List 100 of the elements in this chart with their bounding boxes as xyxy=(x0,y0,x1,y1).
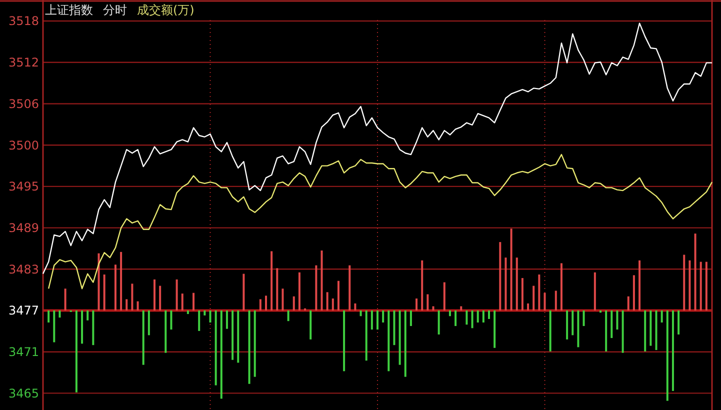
bar xyxy=(259,299,262,310)
bar xyxy=(348,265,351,310)
bar xyxy=(410,310,412,326)
bar xyxy=(516,258,518,310)
bar xyxy=(432,306,434,310)
bar xyxy=(476,310,479,322)
bar xyxy=(315,265,318,310)
bar xyxy=(527,303,530,310)
bar xyxy=(237,310,240,363)
y-tick-label: 3471 xyxy=(8,345,39,360)
bar xyxy=(594,272,596,310)
bar xyxy=(655,310,658,350)
bar xyxy=(136,301,139,310)
bar xyxy=(176,279,178,310)
bar xyxy=(270,251,273,310)
bar xyxy=(220,310,222,399)
bar xyxy=(504,258,507,310)
bar xyxy=(365,310,368,361)
bar xyxy=(382,310,384,322)
line-series xyxy=(48,154,713,290)
bar xyxy=(577,310,580,348)
bar xyxy=(560,263,562,310)
bar xyxy=(544,292,546,310)
bar xyxy=(48,310,50,322)
bar xyxy=(454,310,457,326)
y-tick-label: 3518 xyxy=(8,14,39,28)
bar xyxy=(605,310,608,352)
bar xyxy=(186,310,189,314)
bar xyxy=(538,274,540,310)
bar xyxy=(103,274,106,310)
y-tick-label: 3477 xyxy=(8,304,39,318)
bar xyxy=(98,253,100,310)
bar xyxy=(226,310,228,329)
bar xyxy=(482,310,484,322)
bar xyxy=(582,310,585,326)
bar xyxy=(354,303,356,310)
bar xyxy=(265,296,267,310)
line-series xyxy=(42,22,713,274)
bar xyxy=(332,298,334,310)
bar xyxy=(310,310,312,340)
bar xyxy=(549,310,552,352)
bar xyxy=(287,310,290,322)
bar xyxy=(678,310,680,334)
bar xyxy=(75,310,78,392)
bar xyxy=(154,279,156,310)
bar xyxy=(650,310,652,346)
bar xyxy=(320,250,323,310)
bar xyxy=(131,284,134,310)
bar xyxy=(610,310,613,338)
bar xyxy=(242,274,245,310)
bar xyxy=(627,296,630,310)
bar xyxy=(448,310,451,316)
bar xyxy=(170,310,172,330)
bar xyxy=(622,310,624,353)
chart-subtitle: 分时 xyxy=(103,3,127,17)
bar xyxy=(466,310,468,325)
bar xyxy=(638,260,641,310)
bar xyxy=(337,280,340,310)
bar xyxy=(214,310,217,386)
y-tick-label: 3495 xyxy=(8,180,39,194)
annotation: 成交额(万) xyxy=(137,3,194,17)
bar xyxy=(198,310,200,331)
bar xyxy=(209,310,212,322)
bar xyxy=(700,262,702,310)
bar xyxy=(114,264,116,310)
y-tick-label: 3500 xyxy=(8,138,39,152)
bar xyxy=(572,310,574,336)
bar xyxy=(370,310,373,330)
y-tick-label: 3465 xyxy=(8,386,39,400)
bar xyxy=(566,310,568,340)
bar xyxy=(292,296,295,310)
bar xyxy=(660,310,663,322)
bar xyxy=(148,310,150,336)
bar xyxy=(688,260,691,310)
bar xyxy=(232,310,234,360)
bar xyxy=(616,310,618,330)
bar xyxy=(705,262,708,310)
bar xyxy=(181,294,184,310)
chart-title: 上证指数 xyxy=(45,3,93,17)
bar xyxy=(298,272,300,310)
bar xyxy=(58,310,61,318)
bar xyxy=(521,278,524,310)
bar xyxy=(438,310,440,334)
bar xyxy=(416,298,418,310)
bar xyxy=(632,275,635,310)
bar xyxy=(192,292,195,310)
bar xyxy=(81,310,84,344)
bar xyxy=(120,252,122,310)
bar xyxy=(460,306,462,310)
y-tick-label: 3506 xyxy=(8,96,39,111)
bar xyxy=(164,310,167,353)
bar xyxy=(404,310,406,377)
bar xyxy=(360,310,362,316)
bar xyxy=(388,310,390,372)
bar xyxy=(683,254,686,310)
bar xyxy=(204,310,206,316)
bar xyxy=(488,310,490,319)
bar xyxy=(248,310,250,384)
bar xyxy=(142,310,144,365)
bar xyxy=(282,288,284,310)
